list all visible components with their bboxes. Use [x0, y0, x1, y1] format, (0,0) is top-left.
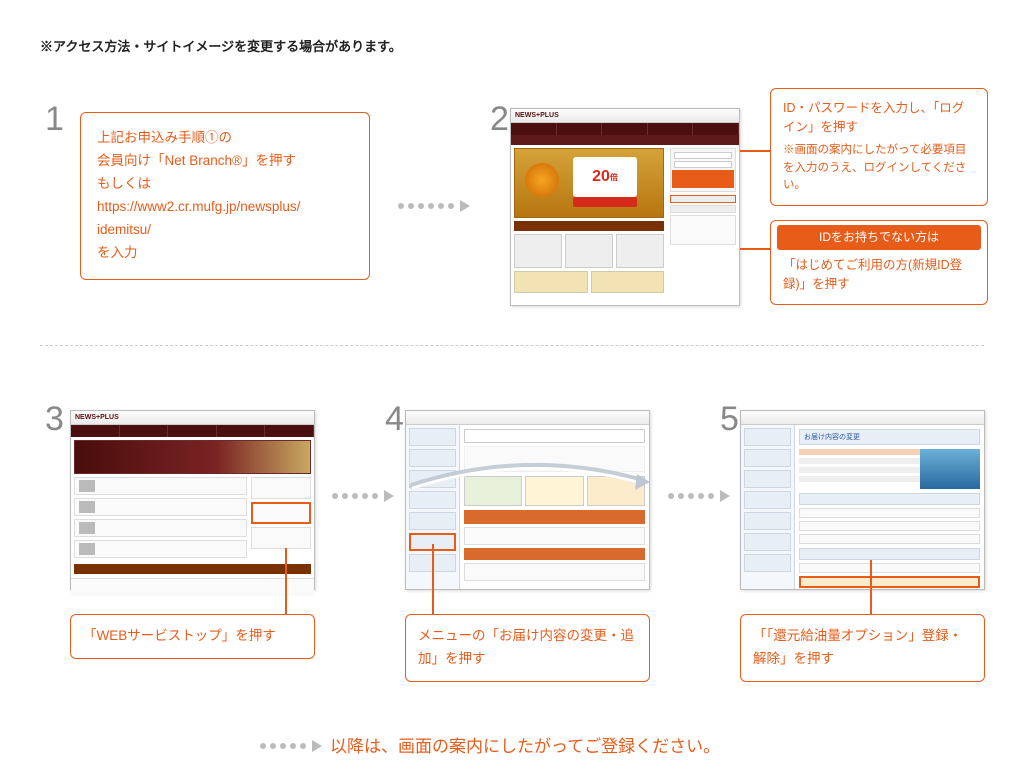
step-number-4: 4	[385, 400, 404, 439]
promo-banner: 20倍	[514, 148, 664, 218]
step2-callout-login: ID・パスワードを入力し、「ログイン」を押す ※画面の案内にしたがって必要項目を…	[770, 88, 988, 206]
step5-callout: 「「還元給油量オプション」登録・解除」を押す	[740, 614, 985, 682]
section-divider	[40, 345, 984, 346]
arrow-final	[260, 740, 322, 752]
step3-callout: 「WEBサービストップ」を押す	[70, 614, 315, 659]
leader-line-4	[432, 544, 434, 614]
step2-callout-newid: IDをお持ちでない方は 「はじめてご利用の方(新規ID登録)」を押す	[770, 220, 988, 305]
leader-line-newid	[740, 248, 770, 250]
step1-callout: 上記お申込み手順①の 会員向け「Net Branch®」を押す もしくは htt…	[80, 112, 370, 280]
option-register-remove[interactable]	[799, 576, 980, 588]
web-service-top-button[interactable]	[251, 502, 311, 524]
step4-callout: メニューの「お届け内容の変更・追加」を押す	[405, 614, 650, 682]
step-number-3: 3	[45, 400, 64, 439]
step2-screenshot: NEWS+PLUS 20倍	[510, 108, 740, 306]
page-title: お届け内容の変更	[799, 429, 980, 445]
leader-line-login	[740, 150, 770, 152]
new-id-link[interactable]	[670, 195, 736, 203]
step5-screenshot: お届け内容の変更	[740, 410, 985, 590]
step3-screenshot: NEWS+PLUS	[70, 410, 315, 590]
arrow-3-4	[332, 490, 394, 502]
login-button[interactable]	[674, 172, 732, 186]
step-number-2: 2	[490, 100, 509, 139]
step-number-1: 1	[45, 100, 64, 139]
final-instruction: 以降は、画面の案内にしたがってご登録ください。	[330, 732, 720, 757]
arrow-4-5	[668, 490, 730, 502]
leader-line-5	[870, 560, 872, 614]
step4-screenshot	[405, 410, 650, 590]
disclaimer-text: ※アクセス方法・サイトイメージを変更する場合があります。	[40, 36, 402, 55]
login-box	[670, 148, 736, 192]
brand-logo: NEWS+PLUS	[515, 112, 559, 119]
step-number-5: 5	[720, 400, 739, 439]
leader-line-3	[285, 548, 287, 614]
arrow-1-2	[398, 200, 470, 212]
